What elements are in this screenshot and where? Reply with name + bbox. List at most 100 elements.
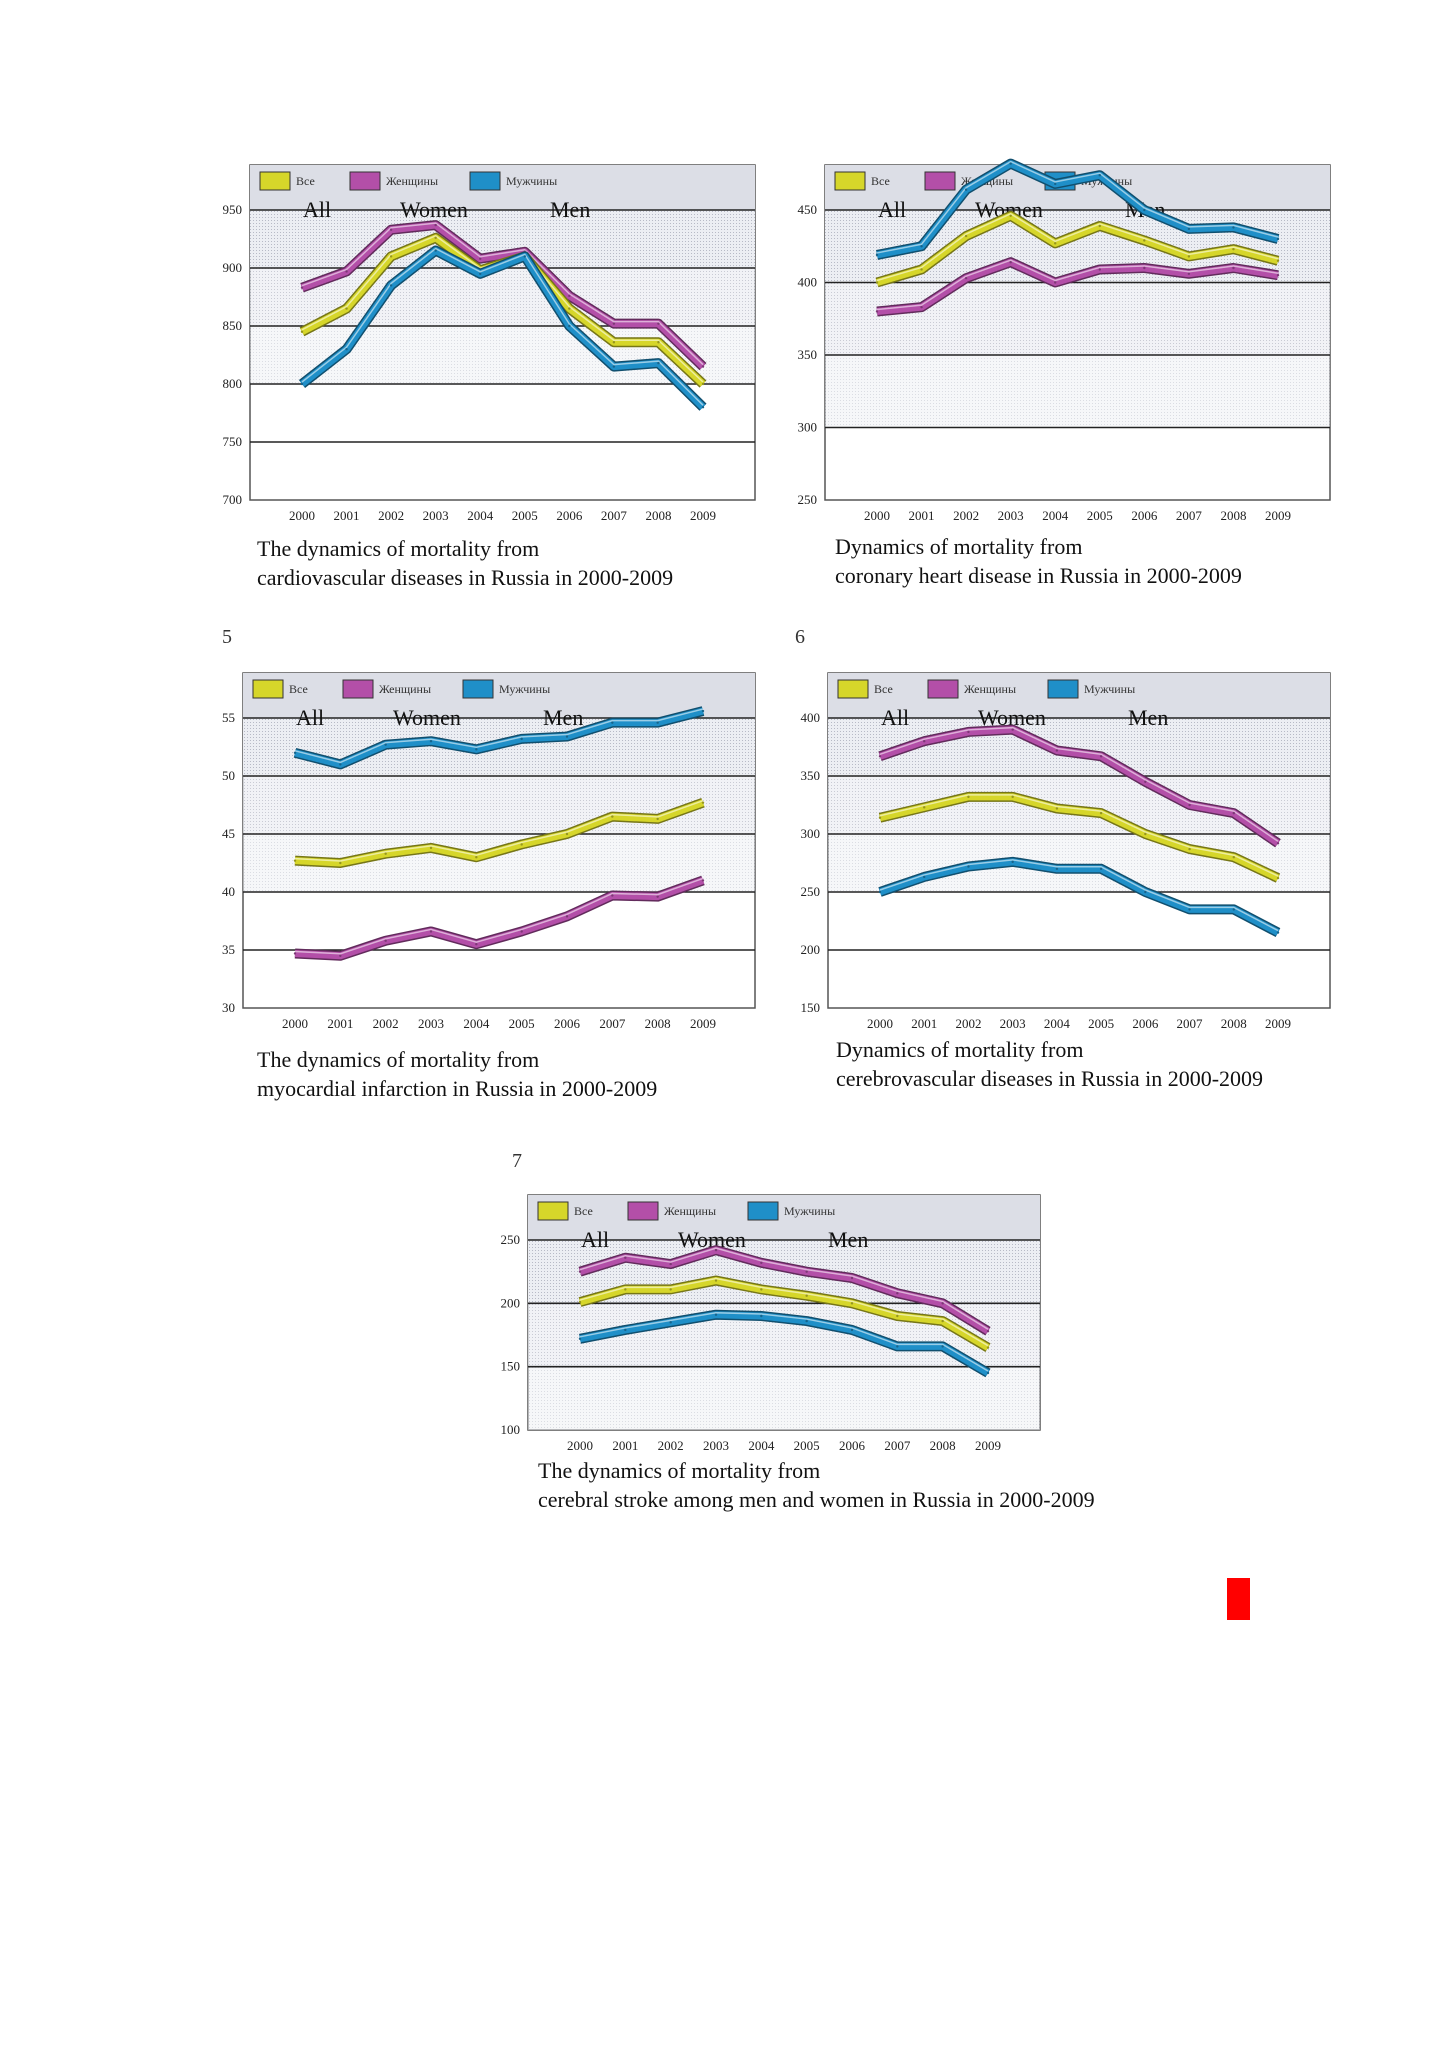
series-line (579, 1277, 990, 1351)
data-point (434, 223, 437, 227)
caption-line-2: cerebral stroke among men and women in R… (538, 1487, 1095, 1512)
series-line (879, 793, 1280, 882)
x-tick-label: 2008 (1220, 508, 1246, 523)
x-tick-label: 2009 (975, 1438, 1001, 1453)
data-point (624, 1256, 627, 1259)
data-point (479, 272, 482, 275)
data-point (384, 939, 387, 942)
x-tick-label: 2001 (612, 1438, 638, 1453)
data-point (1055, 867, 1059, 870)
data-point (923, 806, 926, 809)
legend-band (825, 165, 1330, 210)
series-highlight (876, 259, 1279, 311)
data-point (384, 852, 387, 855)
data-point (1143, 208, 1146, 212)
legend-swatch (259, 171, 291, 191)
data-point (568, 294, 571, 298)
data-point (345, 270, 348, 273)
x-tick-label: 2003 (998, 508, 1024, 523)
x-tick-label: 2005 (509, 1016, 535, 1031)
legend-band (243, 673, 755, 718)
data-point (475, 748, 478, 751)
legend-swatch (927, 679, 959, 699)
data-point (656, 817, 659, 821)
data-point (1011, 795, 1014, 799)
x-tick-label: 2006 (554, 1016, 581, 1031)
y-tick-label: 150 (501, 1359, 521, 1374)
data-point (714, 1279, 718, 1282)
data-point (878, 890, 882, 894)
x-tick-label: 2005 (512, 508, 538, 523)
data-point (964, 188, 968, 191)
legend-swatch (747, 1201, 779, 1221)
y-tick-label: 350 (801, 768, 821, 783)
legend-label: Женщины (664, 1204, 716, 1218)
legend-swatch (537, 1201, 569, 1221)
y-tick-label: 950 (223, 202, 243, 217)
chart-cerebral-stroke-caption: The dynamics of mortality from cerebral … (538, 1456, 1095, 1514)
data-point (1009, 214, 1012, 217)
legend-swatch (342, 679, 374, 699)
y-tick-label: 250 (798, 492, 818, 507)
series-highlight (579, 1247, 989, 1330)
x-tick-label: 2009 (690, 1016, 716, 1031)
data-point (520, 843, 523, 846)
data-point (475, 856, 478, 859)
legend-label: Все (871, 174, 890, 188)
series-highlight (879, 726, 1279, 842)
series-women (300, 220, 707, 371)
x-tick-label: 2004 (748, 1438, 775, 1453)
series-highlight (294, 708, 704, 764)
y-tick-label: 700 (223, 492, 243, 507)
legend-swatch (349, 171, 381, 191)
series-line (300, 221, 706, 370)
chart-myocardial-infarction-plot: 30 35 40 45 50 55 2000 2001 2002 2003 2004 2005 2006… (222, 672, 756, 1031)
data-point (565, 735, 569, 738)
data-point (1187, 255, 1191, 258)
data-point (434, 249, 437, 252)
data-point (612, 341, 616, 344)
data-point (384, 743, 387, 746)
y-tick-label: 300 (801, 826, 821, 841)
red-marker (1227, 1578, 1250, 1620)
chart-cerebrovascular-caption: Dynamics of mortality from cerebrovascul… (836, 1035, 1263, 1093)
series-line (299, 247, 706, 410)
x-tick-label: 2003 (423, 508, 449, 523)
data-point (1232, 908, 1235, 911)
series-line (876, 160, 1279, 259)
caption-line-1: The dynamics of mortality from (538, 1458, 821, 1483)
caption-line-1: Dynamics of mortality from (835, 534, 1083, 559)
legend-english-label: Men (550, 197, 590, 222)
data-point (520, 737, 523, 741)
chart-cerebral-stroke-plot: 100 150 200 250 2000 2001 2002 2003 2004 2005 2006… (501, 1194, 1041, 1453)
data-point (920, 305, 923, 309)
data-point (1232, 811, 1235, 815)
legend-label: Мужчины (506, 174, 557, 188)
y-tick-label: 800 (223, 376, 243, 391)
data-point (760, 1314, 763, 1318)
y-tick-label: 250 (801, 884, 821, 899)
legend-english-label: Men (828, 1227, 868, 1252)
grid-band (528, 1366, 1040, 1430)
data-point (1099, 811, 1103, 815)
series-men (293, 706, 705, 770)
legend-label: Женщины (964, 682, 1016, 696)
y-tick-label: 200 (801, 942, 821, 957)
data-point (896, 1314, 899, 1318)
legend-swatch (627, 1201, 659, 1221)
x-tick-label: 2007 (1177, 1016, 1204, 1031)
data-point (878, 755, 882, 758)
caption-line-1: The dynamics of mortality from (257, 1047, 540, 1072)
data-point (1188, 847, 1191, 851)
y-tick-label: 35 (222, 942, 235, 957)
data-point (339, 861, 342, 865)
x-tick-label: 2000 (289, 508, 315, 523)
data-point (967, 730, 970, 734)
data-point (345, 307, 348, 310)
data-point (669, 1262, 672, 1266)
data-point (920, 245, 923, 248)
data-point (523, 255, 526, 258)
x-tick-label: 2008 (1221, 1016, 1247, 1031)
chart-cardiovascular-caption: The dynamics of mortality from cardiovas… (257, 534, 673, 592)
legend-label: Все (574, 1204, 593, 1218)
